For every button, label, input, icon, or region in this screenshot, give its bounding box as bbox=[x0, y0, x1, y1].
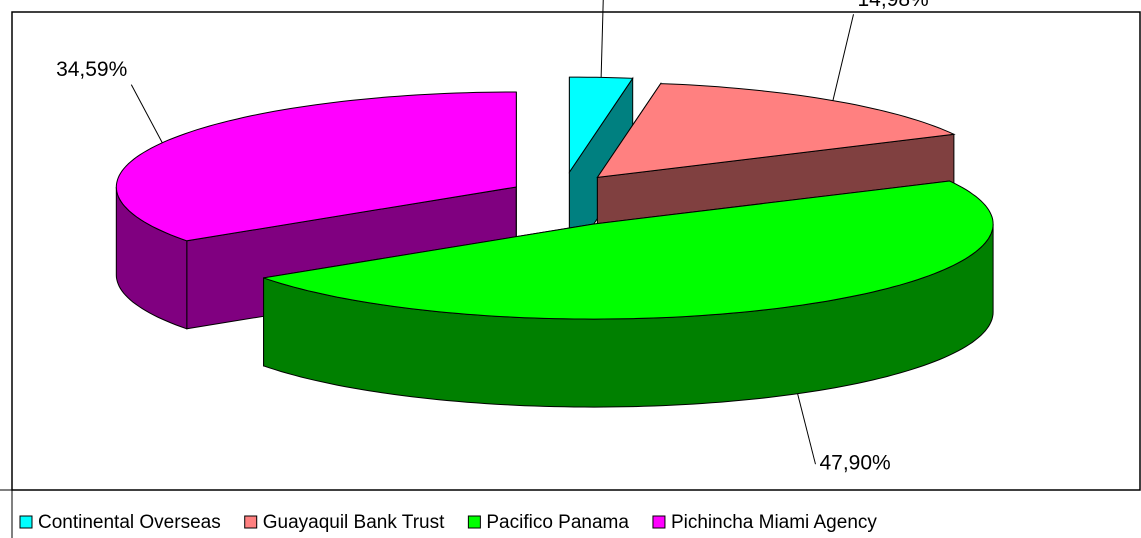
legend-label: Pichincha Miami Agency bbox=[671, 512, 877, 533]
slice-top bbox=[596, 83, 956, 179]
leader-line bbox=[130, 84, 163, 143]
pie bbox=[115, 76, 994, 408]
legend-swatch bbox=[244, 515, 258, 529]
slice bbox=[568, 76, 634, 262]
slice bbox=[263, 180, 994, 408]
legend-label: Guayaquil Bank Trust bbox=[263, 512, 445, 533]
data-label: 47,90% bbox=[819, 452, 890, 475]
legend-label: Continental Overseas bbox=[38, 512, 221, 533]
legend-swatch bbox=[467, 515, 481, 529]
legend-swatch bbox=[652, 515, 666, 529]
legend: Continental Overseas Guayaquil Bank Trust… bbox=[19, 512, 877, 533]
slice-top bbox=[263, 180, 994, 320]
data-label: 34,59% bbox=[56, 58, 127, 81]
slice-top bbox=[115, 91, 517, 242]
leader-line bbox=[600, 0, 604, 78]
data-label: 14,98% bbox=[858, 0, 929, 11]
leader-line bbox=[832, 14, 854, 101]
legend-label: Pacifico Panama bbox=[486, 512, 629, 533]
labels: 2,53%14,98%34,59%47,90% bbox=[56, 0, 929, 475]
legend-swatch bbox=[19, 515, 33, 529]
leader-line bbox=[797, 393, 816, 465]
slice-top bbox=[568, 76, 634, 174]
